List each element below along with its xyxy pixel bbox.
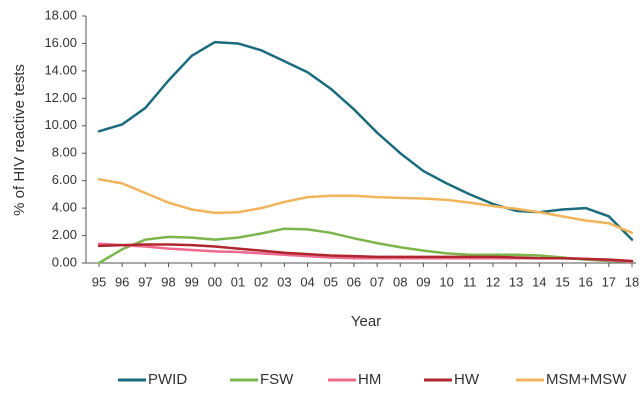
y-tick-label: 2.00: [52, 227, 77, 242]
x-tick-label: 98: [161, 274, 175, 289]
x-tick-label: 95: [92, 274, 106, 289]
x-tick-label: 12: [486, 274, 500, 289]
x-tick-label: 01: [231, 274, 245, 289]
x-tick-label: 06: [347, 274, 361, 289]
x-tick-label: 10: [439, 274, 453, 289]
y-tick-label: 14.00: [44, 62, 77, 77]
x-axis-label: Year: [351, 313, 381, 330]
y-tick-label: 18.00: [44, 7, 77, 22]
legend-label: FSW: [260, 371, 294, 388]
x-tick-label: 07: [370, 274, 384, 289]
series-line: [97, 178, 634, 235]
y-tick-label: 6.00: [52, 172, 77, 187]
x-tick-label: 09: [416, 274, 430, 289]
series-line: [97, 40, 634, 241]
x-tick-label: 18: [625, 274, 639, 289]
x-tick-label: 03: [277, 274, 291, 289]
legend-label: MSM+MSW: [546, 371, 627, 388]
x-tick-label: 17: [602, 274, 616, 289]
x-tick-label: 11: [463, 274, 477, 289]
legend-label: HM: [358, 371, 381, 388]
x-tick-label: 14: [532, 274, 546, 289]
x-tick-label: 99: [184, 274, 198, 289]
y-tick-label: 12.00: [44, 90, 77, 105]
series-line: [97, 227, 634, 265]
x-tick-label: 02: [254, 274, 268, 289]
series-line: [97, 243, 634, 263]
y-tick-label: 8.00: [52, 145, 77, 160]
x-tick-label: 08: [393, 274, 407, 289]
x-tick-label: 15: [555, 274, 569, 289]
legend-label: HW: [454, 371, 480, 388]
x-tick-label: 04: [300, 274, 314, 289]
y-tick-label: 0.00: [52, 254, 77, 269]
y-tick-label: 16.00: [44, 35, 77, 50]
y-axis-label: % of HIV reactive tests: [11, 64, 28, 216]
y-tick-label: 4.00: [52, 200, 77, 215]
x-tick-label: 96: [115, 274, 129, 289]
x-tick-label: 97: [138, 274, 152, 289]
x-tick-label: 13: [509, 274, 523, 289]
y-tick-label: 10.00: [44, 117, 77, 132]
legend-label: PWID: [148, 371, 187, 388]
x-tick-label: 16: [578, 274, 592, 289]
x-tick-label: 00: [208, 274, 222, 289]
x-tick-label: 05: [324, 274, 338, 289]
